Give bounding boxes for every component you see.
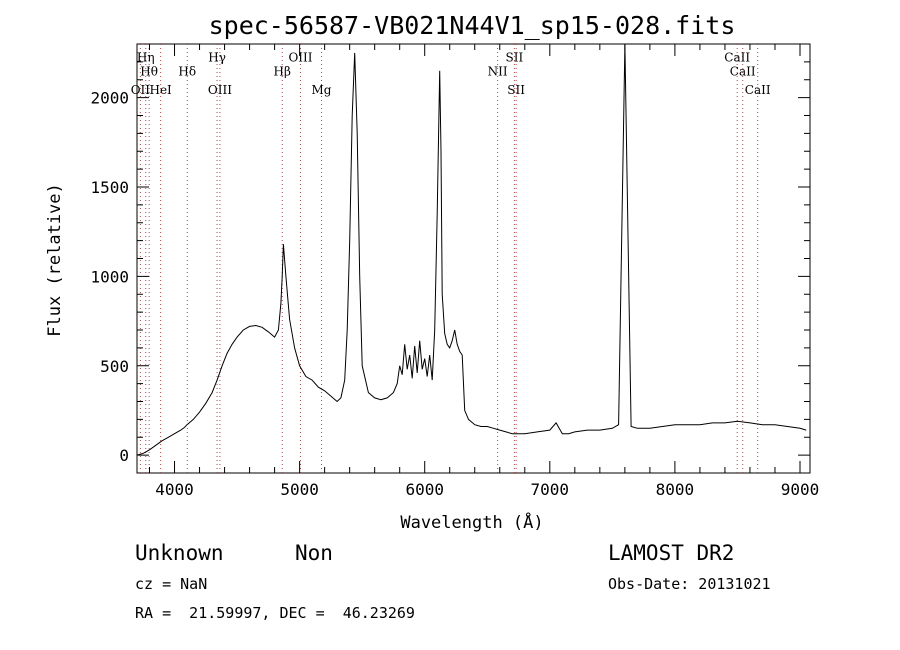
x-tick-label: 4000 [155,480,194,499]
y-tick-label: 0 [119,446,129,465]
emission-line-label: Mg [312,83,332,97]
spectrum-line [136,43,807,456]
spectral-subclass: Non [295,541,333,565]
axis-ticks [137,44,810,473]
y-tick-label: 1500 [90,178,129,197]
survey-name: LAMOST DR2 [608,541,735,565]
y-tick-label: 2000 [90,89,129,108]
emission-line-markers [139,44,759,473]
emission-line-label: CaII [730,64,756,78]
coordinates: RA = 21.59997, DEC = 46.23269 [135,604,415,622]
chart-title: spec-56587-VB021N44V1_sp15-028.fits [209,11,736,40]
emission-line-label: OIII [288,51,312,65]
emission-line-label: CaII [724,51,750,65]
emission-line-label: Hγ [208,51,226,65]
x-tick-label: 9000 [781,480,820,499]
emission-line-label: SII [507,83,525,97]
observation-date: Obs-Date: 20131021 [608,575,771,593]
emission-line-label: NII [488,64,508,78]
redshift-cz: cz = NaN [135,575,208,593]
x-tick-label: 8000 [656,480,695,499]
x-tick-label: 7000 [531,480,570,499]
emission-line-label: Hθ [140,64,158,78]
emission-line-label: SII [506,51,524,65]
x-tick-label: 5000 [280,480,319,499]
emission-line-label: Hβ [274,64,291,78]
emission-line-label: CaII [745,83,771,97]
axis-tick-labels: 4000 5000 6000 7000 8000 9000 0 500 1000 1500 2000 [90,89,819,499]
y-axis-label: Flux (relative) [45,183,65,337]
emission-line-label: OIII [208,83,232,97]
emission-line-label: HeI [149,83,172,97]
spectral-class: Unknown [135,541,224,565]
emission-line-label: Hδ [178,64,196,78]
plot-frame [136,43,811,474]
x-tick-label: 6000 [405,480,444,499]
emission-line-label: OII [131,83,151,97]
emission-line-label: Hη [137,51,155,65]
y-tick-label: 1000 [90,267,129,286]
y-tick-label: 500 [100,357,129,376]
x-axis-label: Wavelength (Å) [400,511,543,533]
plot-border [136,43,811,474]
